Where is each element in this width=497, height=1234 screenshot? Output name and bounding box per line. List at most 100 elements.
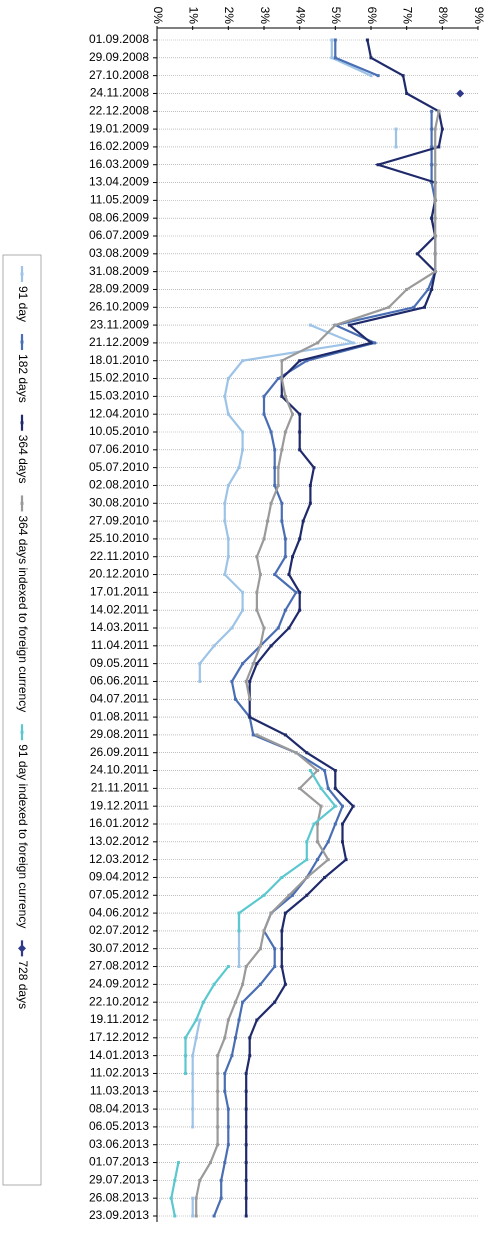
- point-marker: [394, 145, 398, 149]
- series-line: [195, 111, 440, 1216]
- point-marker: [316, 840, 319, 844]
- point-marker: [255, 1018, 259, 1022]
- point-marker: [219, 1178, 223, 1182]
- category-label: 03.06.2013: [89, 1137, 149, 1151]
- point-marker: [437, 145, 441, 149]
- legend-marker: [20, 501, 24, 505]
- point-marker: [456, 89, 465, 98]
- point-marker: [237, 911, 241, 915]
- series-line: [170, 769, 337, 1217]
- point-marker: [330, 38, 334, 42]
- point-marker: [212, 1214, 216, 1218]
- point-marker: [173, 1178, 177, 1182]
- point-marker: [340, 840, 344, 844]
- point-marker: [369, 56, 373, 60]
- legend-label: 91 day: [16, 286, 30, 322]
- value-tick-label: 6%: [365, 7, 379, 25]
- point-marker: [226, 377, 230, 381]
- value-tick-label: 1%: [186, 7, 200, 25]
- point-marker: [244, 1071, 248, 1075]
- point-marker: [198, 1178, 202, 1182]
- category-label: 26.09.2011: [90, 745, 149, 759]
- point-marker: [191, 1214, 195, 1218]
- category-label: 26.10.2009: [89, 299, 149, 313]
- category-label: 15.02.2010: [89, 371, 149, 385]
- point-marker: [194, 1018, 198, 1022]
- point-marker: [376, 163, 380, 167]
- point-marker: [223, 1089, 227, 1093]
- point-marker: [433, 127, 437, 131]
- category-label: 31.08.2009: [89, 264, 149, 278]
- point-marker: [258, 982, 262, 986]
- value-tick-label: 3%: [258, 7, 272, 25]
- point-marker: [280, 929, 284, 933]
- point-marker: [173, 1214, 177, 1218]
- point-marker: [430, 109, 434, 113]
- category-label: 13.02.2012: [89, 834, 149, 848]
- category-label: 24.10.2011: [90, 763, 149, 777]
- legend-marker: [20, 730, 24, 734]
- point-marker: [283, 911, 287, 915]
- category-label: 28.09.2009: [89, 282, 149, 296]
- category-label: 19.11.2012: [90, 1012, 149, 1026]
- point-marker: [269, 501, 273, 505]
- point-marker: [369, 341, 373, 345]
- point-marker: [312, 822, 316, 826]
- category-label: 22.12.2008: [89, 103, 149, 117]
- point-marker: [233, 697, 237, 701]
- point-marker: [280, 377, 284, 381]
- point-marker: [433, 181, 437, 185]
- point-marker: [255, 662, 259, 666]
- point-marker: [241, 662, 245, 666]
- point-marker: [423, 305, 426, 309]
- category-label: 01.09.2008: [89, 32, 149, 46]
- point-marker: [241, 1000, 245, 1004]
- point-marker: [216, 1071, 220, 1075]
- category-label: 02.07.2012: [89, 923, 149, 937]
- category-label: 23.09.2013: [89, 1208, 149, 1222]
- point-marker: [241, 608, 245, 612]
- point-marker: [262, 929, 266, 933]
- point-marker: [333, 804, 337, 808]
- point-marker: [244, 965, 248, 969]
- point-marker: [273, 947, 277, 951]
- point-marker: [405, 287, 409, 291]
- point-marker: [237, 947, 241, 951]
- category-label: 17.01.2011: [90, 585, 149, 599]
- category-label: 12.04.2010: [89, 406, 149, 420]
- point-marker: [241, 590, 245, 594]
- point-marker: [258, 573, 262, 577]
- point-marker: [244, 1143, 248, 1147]
- point-marker: [209, 1161, 212, 1165]
- point-marker: [305, 751, 309, 755]
- category-label: 14.01.2013: [89, 1048, 149, 1062]
- point-marker: [373, 341, 377, 345]
- point-marker: [283, 555, 287, 559]
- point-marker: [330, 56, 334, 60]
- point-marker: [287, 893, 291, 897]
- point-marker: [273, 448, 277, 452]
- point-marker: [223, 1036, 227, 1040]
- point-marker: [340, 804, 344, 808]
- point-marker: [244, 1125, 248, 1129]
- point-marker: [176, 1161, 180, 1165]
- point-marker: [283, 394, 287, 398]
- point-marker: [430, 127, 434, 131]
- point-marker: [387, 305, 391, 309]
- category-label: 21.12.2009: [89, 335, 149, 349]
- point-marker: [233, 1000, 237, 1004]
- point-marker: [273, 483, 277, 487]
- category-label: 20.12.2010: [89, 567, 149, 581]
- legend-label: 728 days: [16, 960, 30, 1009]
- point-marker: [280, 501, 284, 505]
- point-marker: [433, 234, 437, 238]
- point-marker: [298, 786, 302, 790]
- point-marker: [255, 733, 259, 737]
- category-label: 23.11.2009: [90, 317, 149, 331]
- point-marker: [258, 644, 262, 648]
- category-label: 06.06.2011: [90, 674, 149, 688]
- point-marker: [269, 430, 273, 434]
- category-label: 30.08.2010: [89, 495, 149, 509]
